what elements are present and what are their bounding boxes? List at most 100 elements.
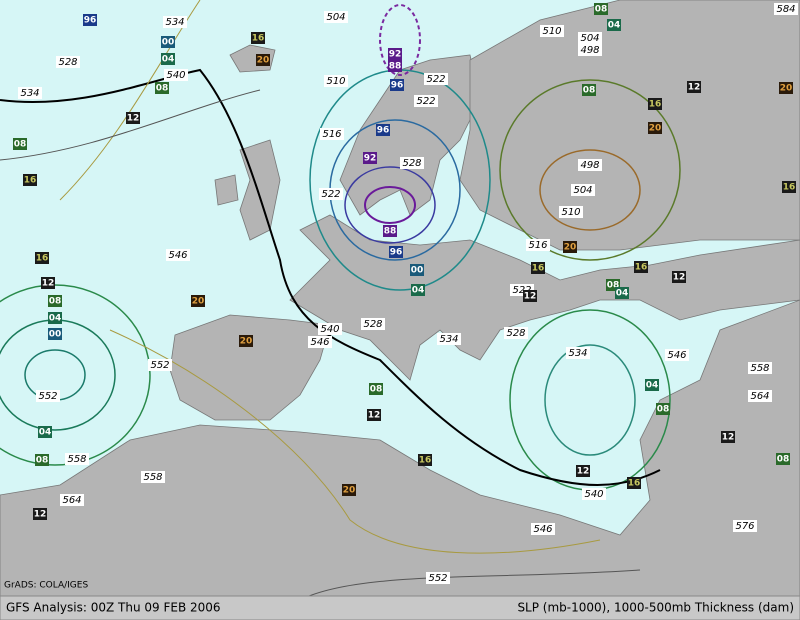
label-bg [504, 327, 528, 339]
label-bg [665, 349, 689, 361]
pressure-box [191, 295, 205, 307]
thickness-label: 528 [506, 328, 525, 339]
pressure-label: 08 [595, 5, 608, 15]
thickness-label: 522 [416, 96, 435, 107]
label-bg [141, 471, 165, 483]
label-bg [578, 44, 602, 56]
pressure-label: 20 [780, 84, 793, 94]
thickness-label: 546 [168, 250, 187, 261]
label-bg [60, 494, 84, 506]
pressure-label: 92 [364, 154, 377, 164]
pressure-label: 96 [84, 16, 97, 26]
pressure-box [594, 3, 608, 15]
pressure-box [687, 81, 701, 93]
pressure-box [388, 48, 402, 60]
label-bg [414, 95, 438, 107]
pressure-box [627, 477, 641, 489]
pressure-box [782, 181, 796, 193]
thickness-label: 540 [320, 324, 339, 335]
label-bg [65, 453, 89, 465]
thickness-label: 522 [512, 285, 531, 296]
thickness-label: 522 [321, 189, 340, 200]
thickness-label: 516 [528, 240, 547, 251]
thickness-label: 552 [38, 391, 57, 402]
label-bg [733, 520, 757, 532]
pressure-label: 16 [628, 479, 641, 489]
pressure-box [523, 290, 537, 302]
thickness-label: 528 [363, 319, 382, 330]
ireland [214, 174, 239, 206]
thickness-label: 534 [568, 348, 587, 359]
pressure-label: 20 [257, 56, 270, 66]
pressure-label: 08 [657, 405, 670, 415]
pressure-label: 04 [646, 381, 659, 391]
pressure-box [648, 122, 662, 134]
pressure-label: 16 [783, 183, 796, 193]
label-bg [361, 318, 385, 330]
thickness-label: 540 [584, 489, 603, 500]
label-bg [559, 206, 583, 218]
pressure-box [342, 484, 356, 496]
label-bg [166, 249, 190, 261]
pressure-label: 96 [390, 248, 403, 258]
pressure-box [582, 84, 596, 96]
thickness-label: 510 [542, 26, 561, 37]
label-bg [18, 87, 42, 99]
label-bg [318, 323, 342, 335]
pressure-label: 04 [616, 289, 629, 299]
label-bg [566, 347, 590, 359]
pressure-label: 12 [722, 433, 735, 443]
africa-middle-east [0, 299, 800, 597]
pressure-label: 08 [583, 86, 596, 96]
pressure-label: 92 [389, 50, 402, 60]
thickness-label: 504 [573, 185, 592, 196]
thickness-label: 552 [428, 573, 447, 584]
pressure-label: 16 [24, 176, 37, 186]
thickness-label: 564 [750, 391, 769, 402]
label-bg [308, 336, 332, 348]
isobar [539, 149, 641, 231]
credit: GrADS: COLA/IGES [4, 581, 88, 591]
label-bg [400, 157, 424, 169]
pressure-box [776, 453, 790, 465]
thickness-label: 558 [750, 363, 769, 374]
pressure-box [33, 508, 47, 520]
pressure-label: 08 [607, 281, 620, 291]
pressure-label: 16 [419, 456, 432, 466]
pressure-box [648, 98, 662, 110]
pressure-box [35, 454, 49, 466]
label-bg [426, 572, 450, 584]
label-bg [319, 188, 343, 200]
pressure-label: 20 [343, 486, 356, 496]
pressure-label: 12 [368, 411, 381, 421]
thickness-label: 510 [326, 76, 345, 87]
thickness-label: 504 [326, 12, 345, 23]
pressure-box [645, 379, 659, 391]
pressure-label: 12 [577, 467, 590, 477]
pressure-box [388, 60, 402, 72]
thickness-label: 504 [580, 33, 599, 44]
pressure-box [239, 335, 253, 347]
pressure-box [607, 19, 621, 31]
pressure-label: 12 [127, 114, 140, 124]
pressure-label: 16 [649, 100, 662, 110]
label-bg [148, 359, 172, 371]
thickness-label: 546 [533, 524, 552, 535]
label-bg [324, 11, 348, 23]
pressure-box [155, 82, 169, 94]
pressure-label: 96 [377, 126, 390, 136]
pressure-box [161, 36, 175, 48]
pressure-label: 20 [564, 243, 577, 253]
pressure-box [576, 465, 590, 477]
pressure-box [383, 225, 397, 237]
thickness-label: 546 [667, 350, 686, 361]
pressure-label: 16 [532, 264, 545, 274]
thickness-label: 576 [735, 521, 754, 532]
pressure-label: 04 [162, 55, 175, 65]
isobar [499, 79, 681, 261]
thickness-label: 558 [143, 472, 162, 483]
thickness-label: 498 [580, 160, 599, 171]
footer-left: GFS Analysis: 00Z Thu 09 FEB 2006 [6, 601, 221, 615]
isobar [379, 4, 421, 76]
